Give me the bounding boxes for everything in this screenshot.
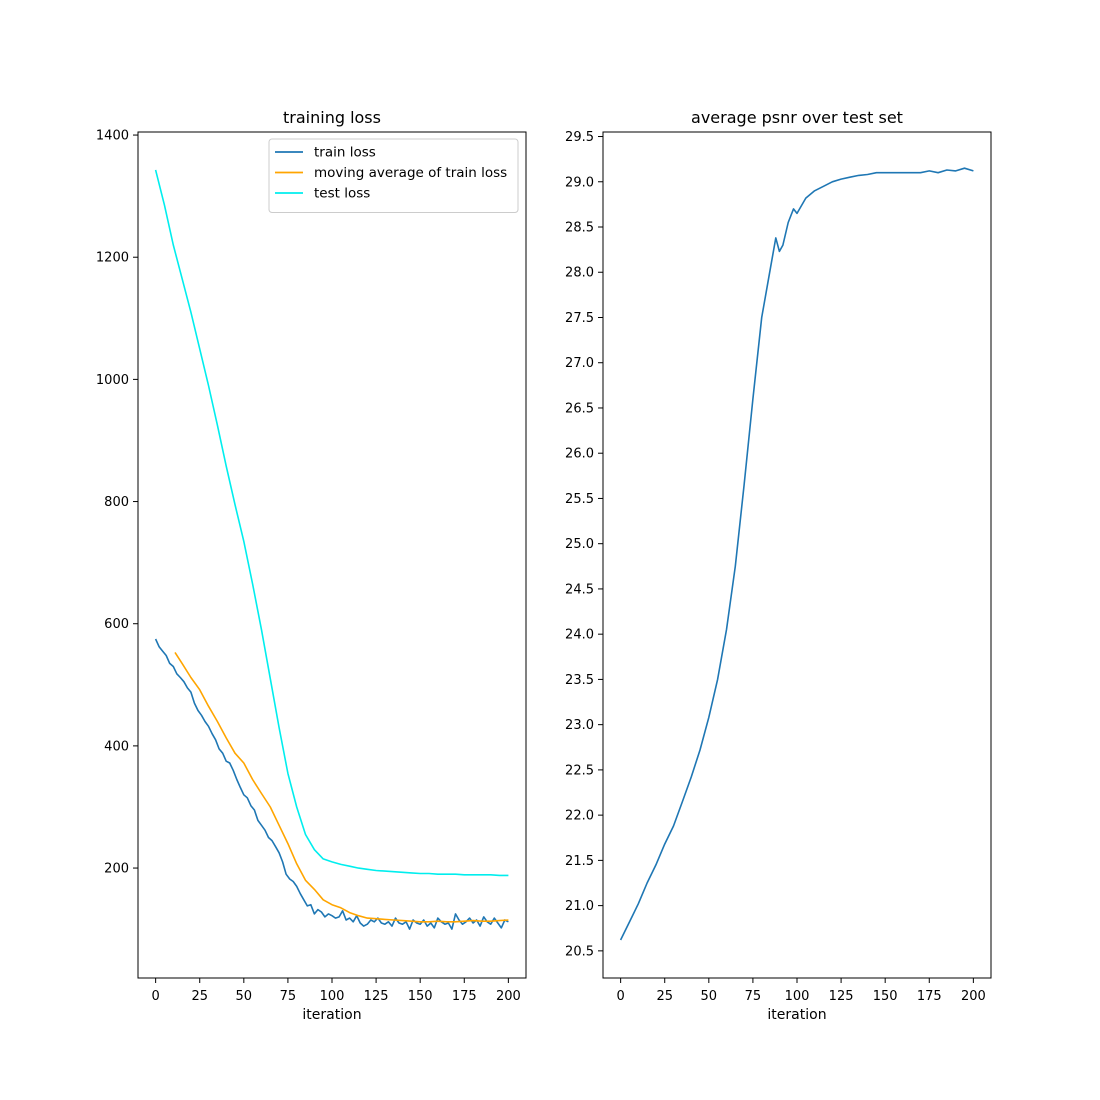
x-tick-label: 75	[280, 989, 297, 1004]
y-tick-label: 26.0	[565, 447, 594, 462]
x-tick-label: 100	[785, 989, 810, 1004]
x-tick-label: 175	[917, 989, 942, 1004]
x-tick-label: 150	[873, 989, 898, 1004]
y-tick-label: 27.5	[565, 311, 594, 326]
x-tick-label: 0	[616, 989, 624, 1004]
y-tick-label: 400	[104, 739, 129, 754]
x-axis-label: iteration	[767, 1007, 826, 1023]
y-tick-label: 20.5	[565, 944, 594, 959]
x-tick-label: 200	[496, 989, 521, 1004]
series-line-test-loss	[154, 169, 509, 877]
y-tick-label: 23.0	[565, 718, 594, 733]
y-tick-label: 28.0	[565, 266, 594, 281]
subplot-2: 0 25 50 75 100 125 150 175 200 20.5 21.0 21.5 22.0 22…	[565, 108, 992, 1023]
x-tick-label: 50	[236, 989, 253, 1004]
axes-frame	[137, 131, 527, 979]
x-tick-label: 150	[408, 989, 433, 1004]
legend-entry: moving average of train loss	[314, 165, 507, 181]
y-tick-label: 29.5	[565, 130, 594, 145]
y-tick-label: 24.0	[565, 628, 594, 643]
chart-title: average psnr over test set	[691, 108, 903, 127]
x-tick-label: 200	[961, 989, 986, 1004]
y-tick-label: 200	[104, 862, 129, 877]
series-line-2-1	[619, 167, 974, 941]
y-tick-label: 800	[104, 495, 129, 510]
legend: train loss moving average of train loss te…	[268, 138, 519, 213]
y-tick-label: 21.5	[565, 854, 594, 869]
y-tick-label: 21.0	[565, 899, 594, 914]
x-tick-label: 25	[656, 989, 673, 1004]
y-tick-label: 1200	[96, 251, 129, 266]
chart-title: training loss	[283, 108, 381, 127]
series-line-train-loss	[154, 638, 509, 930]
x-axis-label: iteration	[302, 1007, 361, 1023]
series-line-moving-average-of-train-loss	[174, 651, 509, 923]
subplot-1: 0 25 50 75 100 125 150 175 200 200 400 600 800 1000 12…	[96, 108, 527, 1023]
x-tick-label: 125	[829, 989, 854, 1004]
legend-entry: train loss	[314, 145, 376, 161]
x-tick-label: 50	[701, 989, 718, 1004]
y-tick-label: 26.5	[565, 401, 594, 416]
y-tick-label: 1000	[96, 373, 129, 388]
y-tick-label: 22.5	[565, 763, 594, 778]
y-tick-label: 600	[104, 617, 129, 632]
y-tick-label: 28.5	[565, 221, 594, 236]
y-tick-label: 27.0	[565, 356, 594, 371]
y-tick-label: 25.5	[565, 492, 594, 507]
y-tick-label: 22.0	[565, 809, 594, 824]
x-tick-label: 75	[745, 989, 762, 1004]
x-tick-label: 0	[151, 989, 159, 1004]
x-tick-label: 100	[320, 989, 345, 1004]
y-tick-label: 29.0	[565, 175, 594, 190]
legend-entry: test loss	[314, 186, 370, 202]
y-tick-label: 1400	[96, 129, 129, 144]
x-tick-label: 25	[191, 989, 208, 1004]
y-tick-label: 23.5	[565, 673, 594, 688]
y-tick-label: 25.0	[565, 537, 594, 552]
x-tick-label: 175	[452, 989, 477, 1004]
y-tick-label: 24.5	[565, 582, 594, 597]
x-tick-label: 125	[364, 989, 389, 1004]
legend-box	[268, 138, 519, 213]
